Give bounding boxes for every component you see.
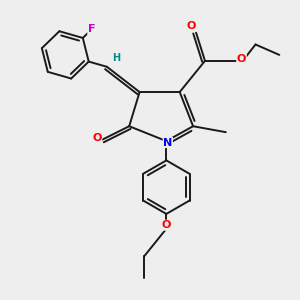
Text: O: O: [92, 133, 102, 143]
Text: H: H: [112, 53, 121, 64]
Text: N: N: [163, 138, 172, 148]
Text: O: O: [187, 21, 196, 31]
Text: O: O: [237, 54, 246, 64]
Text: F: F: [88, 25, 95, 34]
Text: O: O: [162, 220, 171, 230]
